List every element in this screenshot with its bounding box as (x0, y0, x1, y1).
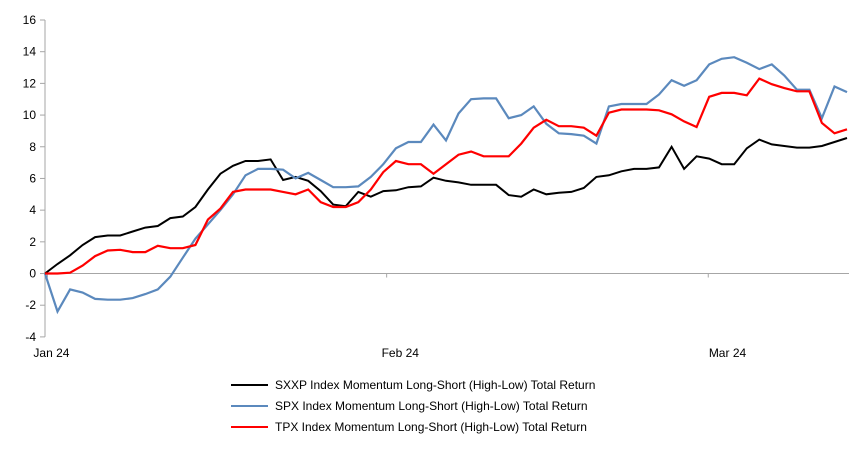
legend-item-tpx: TPX Index Momentum Long-Short (High-Low)… (231, 418, 595, 436)
y-axis-label: 6 (29, 171, 36, 185)
x-axis-label: Mar 24 (709, 346, 747, 360)
y-axis-label: 2 (29, 235, 36, 249)
series-line-tpx (45, 77, 848, 275)
chart-plot-area: 16 14 12 10 8 6 4 2 0 -2 -4 Jan 24 Feb 24 Mar 24 (23, 13, 849, 360)
legend-item-spx: SPX Index Momentum Long-Short (High-Low)… (231, 397, 595, 415)
sxxp-line-swatch (231, 384, 268, 386)
chart-legend: SXXP Index Momentum Long-Short (High-Low… (231, 376, 595, 436)
spx-line-swatch (231, 405, 268, 407)
y-axis-label: -4 (25, 330, 36, 344)
sxxp-legend-label: SXXP Index Momentum Long-Short (High-Low… (275, 378, 596, 392)
x-axis-label: Jan 24 (33, 346, 69, 360)
y-axis-label: 12 (23, 76, 37, 90)
legend-item-sxxp: SXXP Index Momentum Long-Short (High-Low… (231, 376, 595, 394)
tpx-legend-label: TPX Index Momentum Long-Short (High-Low)… (275, 420, 587, 434)
y-axis-label: 4 (29, 203, 36, 217)
y-axis-label: 10 (23, 108, 37, 122)
x-axis-label: Feb 24 (382, 346, 420, 360)
y-axis-label: -2 (25, 298, 36, 312)
y-axis-label: 8 (29, 140, 36, 154)
y-axis-label: 0 (29, 267, 36, 281)
y-axis-label: 16 (23, 13, 37, 27)
y-axis-label: 14 (23, 45, 37, 59)
tpx-line-swatch (231, 426, 268, 428)
spx-legend-label: SPX Index Momentum Long-Short (High-Low)… (275, 399, 588, 413)
series-line-sxxp (44, 137, 848, 275)
series-line-spx (43, 56, 848, 315)
